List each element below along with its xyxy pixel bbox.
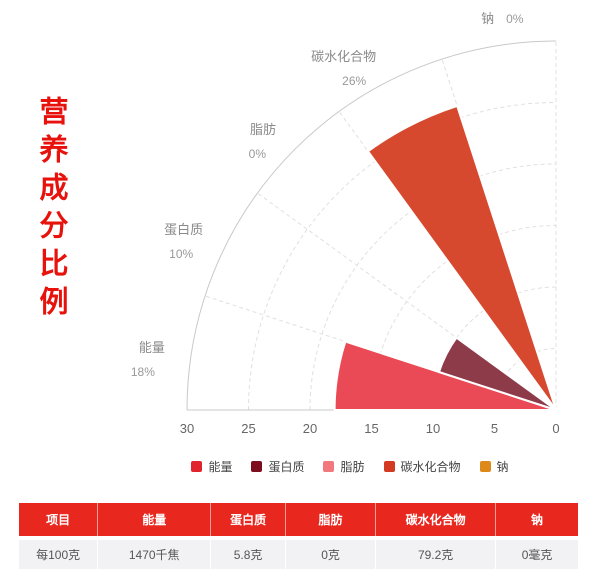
grid-spoke: [257, 192, 557, 411]
legend-item-energy[interactable]: 能量: [191, 458, 232, 475]
grid-arc: [309, 163, 557, 411]
pct-label-fat: 0%: [249, 147, 267, 161]
wedge-protein[interactable]: [438, 336, 557, 411]
legend-swatch-sodium: [479, 461, 491, 472]
table-cell-1: 1470千焦: [97, 540, 210, 569]
radial-tick-label: 0: [552, 421, 559, 436]
radial-tick-label: 20: [303, 421, 317, 436]
radial-tick-label: 10: [426, 421, 440, 436]
legend-label-protein: 蛋白质: [268, 460, 305, 474]
wedge-carbohydrate[interactable]: [367, 104, 557, 411]
legend-label-energy: 能量: [208, 460, 233, 474]
legend-item-protein[interactable]: 蛋白质: [251, 458, 304, 475]
category-label-sodium: 钠: [481, 11, 494, 26]
category-label-protein: 蛋白质: [164, 222, 203, 237]
radial-tick-label: 5: [491, 421, 498, 436]
category-label-fat: 脂肪: [250, 122, 276, 137]
legend-label-sodium: 钠: [496, 460, 509, 474]
category-label-carbohydrate: 碳水化合物: [311, 49, 376, 64]
pct-label-protein: 10%: [169, 247, 193, 261]
table-header-cell-5: 钠: [495, 503, 578, 536]
chart-legend: 能量 蛋白质 脂肪 碳水化合物 钠: [100, 458, 600, 475]
pct-label-energy: 18%: [131, 365, 155, 379]
table-header-cell-1: 能量: [97, 503, 210, 536]
table-cell-3: 0克: [285, 540, 375, 569]
legend-label-fat: 脂肪: [340, 460, 365, 474]
pct-label-carbohydrate: 26%: [342, 74, 366, 88]
table-cell-2: 5.8克: [210, 540, 285, 569]
legend-item-carbohydrate[interactable]: 碳水化合物: [383, 458, 461, 475]
radial-tick-label: 30: [180, 421, 194, 436]
legend-swatch-protein: [251, 461, 263, 472]
table-row: 每100克 1470千焦 5.8克 0克 79.2克 0毫克: [19, 540, 578, 569]
legend-swatch-carbohydrate: [383, 461, 395, 472]
table-header-cell-2: 蛋白质: [210, 503, 285, 536]
table-header-row: 项目 能量 蛋白质 脂肪 碳水化合物钠: [19, 503, 578, 536]
radial-tick-label: 25: [241, 421, 255, 436]
table-cell-4: 79.2克: [375, 540, 495, 569]
table-cell-0: 每100克: [36, 548, 81, 562]
page-title: 营养成分比例: [35, 96, 67, 324]
table-header-cell-0: 项目: [46, 513, 71, 527]
pct-label-sodium: 0%: [506, 12, 524, 26]
legend-swatch-energy: [191, 461, 203, 472]
polar-outer-arc: [186, 40, 557, 411]
grid-arc: [494, 348, 557, 411]
radial-tick-label: 15: [364, 421, 378, 436]
nutrition-rose-chart: 能量 18% 蛋白质 10% 脂肪 0% 碳水化合物 26% 钠 0% 30 25 20 15 10 5 0: [131, 11, 560, 436]
category-label-energy: 能量: [139, 340, 165, 355]
nutrition-table: 项目 能量 蛋白质 脂肪 碳水化合物钠每100克 1470千焦 5.8克 0克 79.2克 0毫克: [19, 503, 578, 569]
legend-item-fat[interactable]: 脂肪: [323, 458, 365, 475]
grid-arc: [371, 225, 557, 411]
table-header-cell-4: 碳水化合物: [375, 503, 495, 536]
legend-label-carbohydrate: 碳水化合物: [400, 460, 461, 474]
legend-item-sodium[interactable]: 钠: [479, 458, 509, 475]
legend-swatch-fat: [323, 461, 335, 472]
table-cell-5: 0毫克: [495, 540, 578, 569]
grid-arc: [248, 102, 557, 411]
table-header-cell-3: 脂肪: [285, 503, 375, 536]
